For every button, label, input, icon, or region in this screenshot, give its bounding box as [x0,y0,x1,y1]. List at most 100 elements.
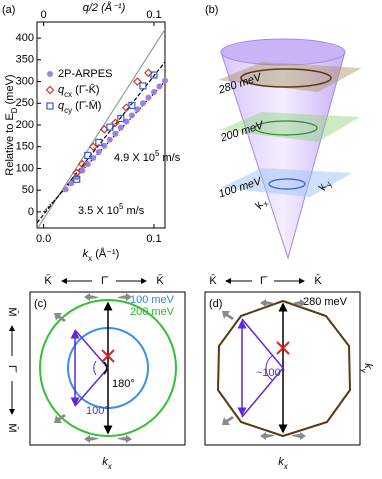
plane [218,62,362,92]
text-part: x [88,254,92,263]
point [128,112,135,119]
text-part: 3.5 X 10 [78,205,119,217]
y-tick-label: 200 [16,119,34,131]
axis-label: ky [359,363,374,374]
x-label: kx (Å⁻¹) [83,247,120,263]
legend-label: 100 meV [130,294,175,306]
point [79,167,86,174]
text-part: x [107,462,113,471]
axis-point: Γ̄ [6,365,18,373]
y-tick-label: 150 [16,141,34,153]
text-part: k [362,363,374,369]
annotation: 3.5 X 105 m/s [78,202,145,217]
point [62,186,69,193]
cross [101,349,115,363]
text-part: m/s [123,205,144,217]
text-part: k [83,248,89,260]
axis-label: kx [278,456,289,471]
angle-label: ~100° [256,367,285,379]
y-tick-label: 100 [16,162,34,174]
text-part: Relative to E [4,113,16,175]
point [128,101,136,110]
y-tick-label: 0 [28,206,34,218]
legend-marker [46,102,54,110]
contour [39,299,177,437]
annotation: 4.9 X 105 m/s [114,149,181,164]
panel-label: (c) [34,298,47,310]
contour [268,178,306,190]
point [139,100,146,107]
axis-point: K̄ [44,274,52,287]
point [101,142,108,149]
x2-tick-label: 0.1 [146,9,161,21]
y-tick-label: 350 [16,54,34,66]
text-part: 4.9 X 10 [114,152,155,164]
legend-marker [47,71,53,77]
y-tick-label: 400 [16,32,34,44]
angle-arc [265,355,273,381]
legend-marker [45,85,55,95]
legend-label: qcy (Γ̄-M̄) [58,99,101,114]
text-part: x [260,199,271,209]
contour [240,68,332,88]
text-part: cy [64,106,72,115]
axis-point: M̄ [6,423,19,432]
panel-label: (b) [205,4,218,16]
spin-arrows [222,299,306,440]
point [117,124,124,131]
vector [241,318,284,418]
text-part: k [278,456,284,468]
legend-label: 2P-ARPES [58,68,112,80]
angle-label: 180° [112,378,135,390]
text-part: y [323,180,334,189]
text-part: cx [64,90,72,99]
legend-label: qcx (Γ̄-K̄) [58,83,100,98]
point [73,175,81,183]
text-part: m/s [159,152,180,164]
point [139,82,147,90]
point [150,71,158,79]
x2-tick-label: 0 [41,9,47,21]
panel-label: (d) [209,298,222,310]
axis-point: M̄ [6,307,19,316]
x-tick-label: 0.1 [146,233,161,245]
text-part: k [253,200,266,211]
angle-arc [103,361,108,375]
angle-arc [93,360,97,376]
text-part: (Γ̄-K̄) [72,83,99,96]
point [106,123,114,131]
text-part: 5 [119,202,124,211]
panel-label: (a) [2,4,15,16]
point [150,88,157,95]
point [95,138,103,146]
axis-label: ky [316,178,333,193]
point [90,155,97,162]
point [68,180,75,187]
text-part: q [58,84,65,96]
axis-point: K̄ [209,274,217,287]
plane [220,168,352,197]
point [106,136,113,143]
point [84,151,92,160]
vector [74,329,109,407]
axis-point: Γ̄ [260,275,268,287]
point [112,130,119,137]
text-part: y [359,368,368,374]
energy-label: 280 meV [303,296,348,308]
text-part: k [102,456,108,468]
point [77,159,87,169]
x2-label: q/2 (Å⁻¹) [83,1,126,14]
angle-label: 100° [86,405,109,417]
y-tick-label: 250 [16,97,34,109]
text-part: k [316,182,329,192]
text-part: (Å⁻¹) [92,247,119,260]
panel-frame [204,291,361,446]
text-part: (Γ̄-M̄) [72,99,101,112]
contour [217,300,351,437]
point [117,114,125,123]
axis-point: Γ̄ [101,275,109,287]
point [145,94,152,101]
plane [220,112,360,142]
point [84,161,91,168]
